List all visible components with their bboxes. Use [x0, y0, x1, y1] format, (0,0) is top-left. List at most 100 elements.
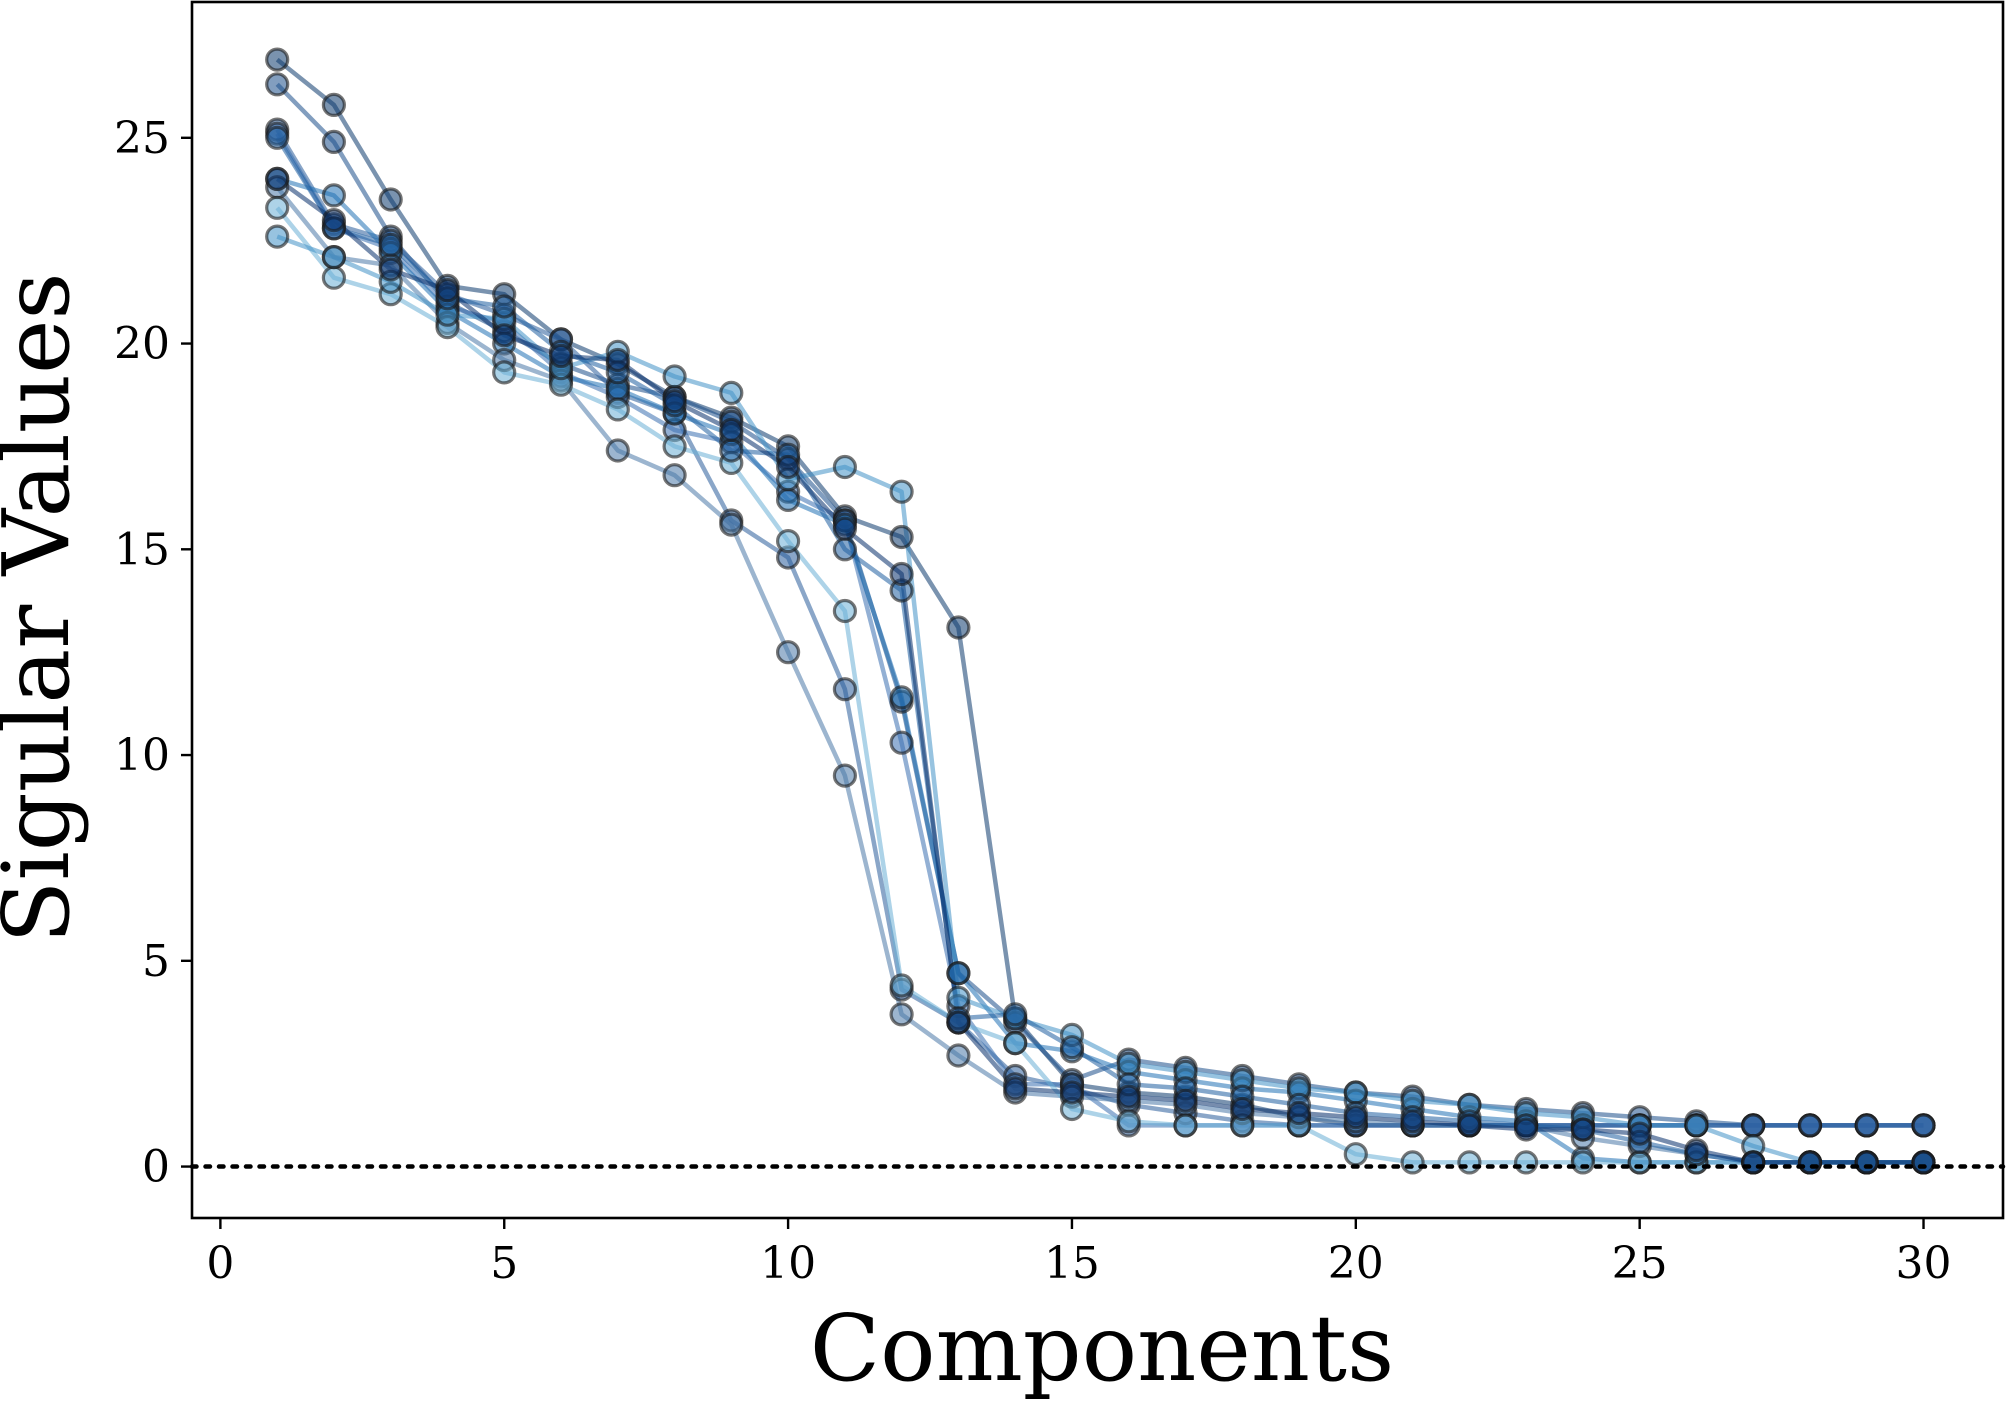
data-point-s4-x12	[889, 730, 914, 755]
data-point-s1-x3	[378, 187, 403, 212]
y-tick-label-10: 10	[114, 730, 170, 781]
data-point-s5-x10	[775, 487, 801, 512]
data-point-s10-x22	[1457, 1113, 1482, 1138]
data-point-s6-x8	[662, 463, 687, 488]
data-point-s8-x13	[946, 985, 971, 1010]
data-point-s7-x17	[1173, 1113, 1198, 1138]
data-point-s10-x7	[605, 347, 630, 373]
data-point-s10-x2	[321, 208, 346, 233]
data-point-s7-x16	[1116, 1109, 1141, 1134]
data-point-s9-x14	[1003, 1002, 1028, 1027]
data-point-s10-x30	[1911, 1150, 1936, 1175]
data-point-s9-x1	[265, 125, 290, 150]
data-point-s2-x2	[321, 129, 346, 154]
series-line-7	[275, 206, 1924, 1165]
series-line-1	[275, 57, 1924, 1128]
data-point-s8-x9	[719, 380, 744, 405]
axes-frame	[190, 0, 2005, 1220]
data-point-s10-x6	[548, 343, 574, 368]
data-point-s2-x1	[265, 72, 290, 97]
data-point-s10-x8	[662, 389, 687, 414]
y-axis-label: Sigular Values	[0, 272, 90, 943]
x-tick-label-15: 15	[1044, 1238, 1100, 1289]
data-point-s8-x26	[1684, 1113, 1709, 1138]
x-tick-label-20: 20	[1328, 1238, 1384, 1289]
data-point-s10-x1	[265, 166, 290, 191]
data-point-s10-x19	[1286, 1100, 1312, 1126]
x-tick-label-5: 5	[490, 1238, 518, 1289]
data-point-s10-x26	[1684, 1137, 1709, 1163]
data-point-s7-x25	[1627, 1150, 1652, 1175]
y-axis-ticks: 0 5 10 15 20 25	[114, 113, 192, 1193]
data-point-s3-x11	[832, 677, 858, 702]
series-line-3	[275, 128, 1924, 1128]
data-point-s4-x27	[1741, 1113, 1766, 1138]
series-line-9	[275, 136, 1924, 1165]
data-point-s4-x28	[1797, 1113, 1823, 1138]
data-point-s7-x10	[775, 528, 801, 554]
data-point-s9-x3	[378, 232, 403, 257]
y-tick-label-0: 0	[142, 1142, 170, 1193]
x-tick-label-0: 0	[206, 1238, 234, 1289]
series-line-2	[275, 82, 1924, 1128]
data-point-s9-x5	[492, 294, 517, 319]
data-point-s10-x5	[492, 323, 517, 348]
data-point-s7-x20	[1343, 1142, 1368, 1167]
data-point-s9-x9	[719, 438, 744, 463]
data-point-s7-x11	[832, 598, 858, 624]
data-point-s10-x10	[775, 454, 801, 480]
data-point-s10-x28	[1797, 1150, 1823, 1175]
data-point-s7-x21	[1400, 1150, 1425, 1175]
data-point-s8-x2	[321, 245, 346, 270]
data-point-s7-x2	[321, 265, 346, 290]
data-point-s7-x22	[1457, 1150, 1482, 1175]
data-point-s10-x24	[1570, 1117, 1596, 1142]
data-point-s7-x14	[1003, 1030, 1028, 1056]
data-point-s8-x11	[832, 454, 858, 480]
data-point-s10-x4	[435, 278, 460, 303]
data-point-s8-x1	[265, 224, 290, 249]
data-point-s10-x23	[1513, 1117, 1539, 1142]
data-point-s10-x12	[889, 561, 914, 587]
data-point-s1-x12	[889, 524, 914, 550]
data-point-s8-x20	[1343, 1080, 1368, 1105]
data-point-s10-x18	[1230, 1096, 1255, 1122]
data-point-s10-x21	[1400, 1109, 1425, 1134]
data-point-s7-x23	[1513, 1150, 1539, 1175]
data-point-s4-x29	[1854, 1113, 1879, 1138]
data-point-s7-x5	[492, 360, 517, 385]
data-point-s9-x11	[832, 537, 858, 562]
data-point-s10-x3	[378, 257, 403, 282]
data-point-s10-x27	[1741, 1150, 1766, 1175]
data-point-s10-x17	[1173, 1088, 1198, 1113]
data-point-s10-x13	[946, 1010, 971, 1035]
data-point-s1-x1	[265, 47, 290, 72]
data-point-s6-x13	[946, 1043, 971, 1068]
data-point-s10-x14	[1003, 1076, 1028, 1101]
data-point-s10-x16	[1116, 1084, 1141, 1109]
data-point-s6-x7	[605, 438, 630, 463]
data-point-s7-x8	[662, 434, 687, 459]
data-point-s7-x7	[605, 397, 630, 422]
series-line-10	[275, 177, 1924, 1165]
y-tick-label-20: 20	[114, 319, 170, 370]
x-tick-label-30: 30	[1896, 1238, 1952, 1289]
x-tick-label-25: 25	[1612, 1238, 1668, 1289]
data-point-s8-x12	[889, 479, 914, 504]
x-axis-label: Components	[810, 1295, 1394, 1402]
data-point-s10-x15	[1059, 1080, 1085, 1105]
x-axis-ticks: 0 5 10 15 20 25 30	[206, 1218, 1952, 1289]
data-point-s1-x13	[946, 615, 971, 640]
y-tick-label-5: 5	[142, 936, 170, 987]
data-point-s8-x16	[1116, 1051, 1141, 1076]
data-point-s8-x8	[662, 364, 687, 389]
data-point-s6-x10	[775, 640, 801, 665]
data-point-s10-x25	[1627, 1121, 1652, 1146]
data-point-s7-x1	[265, 195, 290, 220]
data-point-s10-x11	[832, 516, 858, 541]
data-point-s6-x9	[719, 512, 744, 537]
x-tick-label-10: 10	[760, 1238, 816, 1289]
points-layer	[265, 47, 1936, 1175]
data-point-s9-x15	[1059, 1035, 1085, 1060]
